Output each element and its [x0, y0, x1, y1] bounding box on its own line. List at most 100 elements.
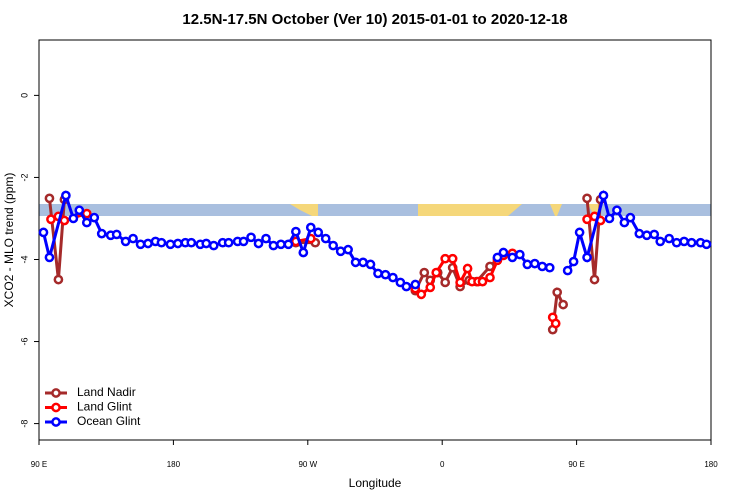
data-point	[111, 229, 122, 240]
y-axis-label: XCO2 - MLO trend (ppm)	[2, 173, 16, 308]
data-point	[61, 190, 71, 201]
data-point	[492, 252, 503, 263]
data-point	[641, 230, 652, 241]
data-point	[350, 257, 361, 268]
chart-title: 12.5N-17.5N October (Ver 10) 2015-01-01 …	[182, 11, 567, 28]
data-point	[455, 277, 465, 288]
series-line	[50, 212, 602, 325]
data-point	[419, 267, 430, 278]
y-tick-label: 0	[19, 93, 29, 98]
data-point	[89, 212, 100, 223]
data-point	[537, 261, 548, 272]
data-point	[507, 252, 518, 263]
data-point	[320, 233, 331, 244]
data-point	[701, 239, 712, 250]
x-tick-label: 0	[440, 460, 445, 469]
data-point	[440, 277, 451, 288]
data-point	[410, 279, 421, 290]
data-point	[686, 237, 697, 248]
data-point	[96, 228, 107, 239]
y-tick-label: -4	[19, 255, 29, 263]
x-tick-label: 180	[167, 460, 181, 469]
data-point	[298, 247, 309, 258]
data-point	[574, 227, 585, 238]
data-point	[550, 318, 561, 329]
data-point	[416, 289, 427, 300]
data-point	[498, 247, 509, 258]
x-axis-label: Longitude	[349, 476, 402, 490]
data-point	[268, 240, 279, 251]
data-point	[582, 214, 592, 225]
data-point	[634, 228, 645, 239]
data-point	[328, 240, 339, 251]
land-patch	[290, 204, 318, 216]
data-point	[44, 193, 55, 204]
data-point	[447, 253, 458, 264]
data-point	[401, 281, 412, 292]
data-point	[655, 236, 666, 247]
legend-label: Land Nadir	[77, 385, 136, 399]
legend-marker	[51, 388, 61, 398]
series-line	[47, 198, 602, 330]
data-point	[365, 259, 376, 270]
data-point	[440, 253, 451, 264]
data-point	[291, 226, 301, 237]
data-point	[276, 239, 286, 250]
data-point	[604, 213, 615, 224]
data-point	[664, 233, 675, 244]
data-point	[544, 262, 555, 273]
data-point	[173, 238, 183, 249]
land-patch	[550, 204, 562, 216]
ocean-strip	[39, 204, 711, 216]
y-tick-label: -6	[19, 338, 29, 346]
legend-label: Land Glint	[77, 400, 132, 414]
data-point	[589, 274, 600, 285]
land-patch	[418, 204, 506, 216]
data-point	[223, 237, 234, 248]
data-point	[529, 258, 540, 269]
data-point	[81, 208, 92, 219]
data-point	[44, 252, 55, 263]
data-point	[679, 236, 689, 247]
data-point	[238, 236, 249, 247]
data-point	[120, 236, 131, 247]
data-point	[246, 232, 256, 243]
data-point	[165, 239, 176, 250]
data-point	[671, 237, 682, 248]
data-point	[598, 190, 609, 201]
data-point	[568, 256, 579, 267]
data-point	[253, 238, 264, 249]
legend-marker	[51, 417, 61, 427]
data-point	[380, 269, 391, 280]
data-point	[46, 214, 56, 225]
x-tick-label: 90 E	[568, 460, 584, 469]
data-point	[373, 268, 383, 279]
data-point	[582, 193, 592, 204]
data-point	[135, 239, 146, 250]
data-point	[53, 274, 64, 285]
data-point	[283, 239, 294, 250]
y-tick-label: -2	[19, 173, 29, 181]
data-point	[358, 257, 368, 268]
data-point	[477, 276, 488, 287]
data-point	[562, 265, 573, 276]
data-point	[208, 240, 219, 251]
legend-marker	[51, 402, 61, 413]
data-point	[156, 237, 167, 248]
data-point	[201, 238, 212, 249]
data-point	[68, 213, 79, 224]
data-point	[462, 263, 473, 274]
data-point	[612, 205, 622, 216]
data-point	[552, 287, 563, 298]
data-point	[558, 299, 569, 310]
land-patch	[506, 204, 522, 216]
data-point	[515, 249, 525, 260]
data-point	[649, 229, 660, 240]
data-point	[313, 227, 324, 238]
plot-frame	[38, 39, 712, 441]
data-point	[485, 272, 495, 283]
data-point	[186, 237, 197, 248]
data-point	[431, 267, 442, 278]
data-point	[38, 227, 49, 238]
